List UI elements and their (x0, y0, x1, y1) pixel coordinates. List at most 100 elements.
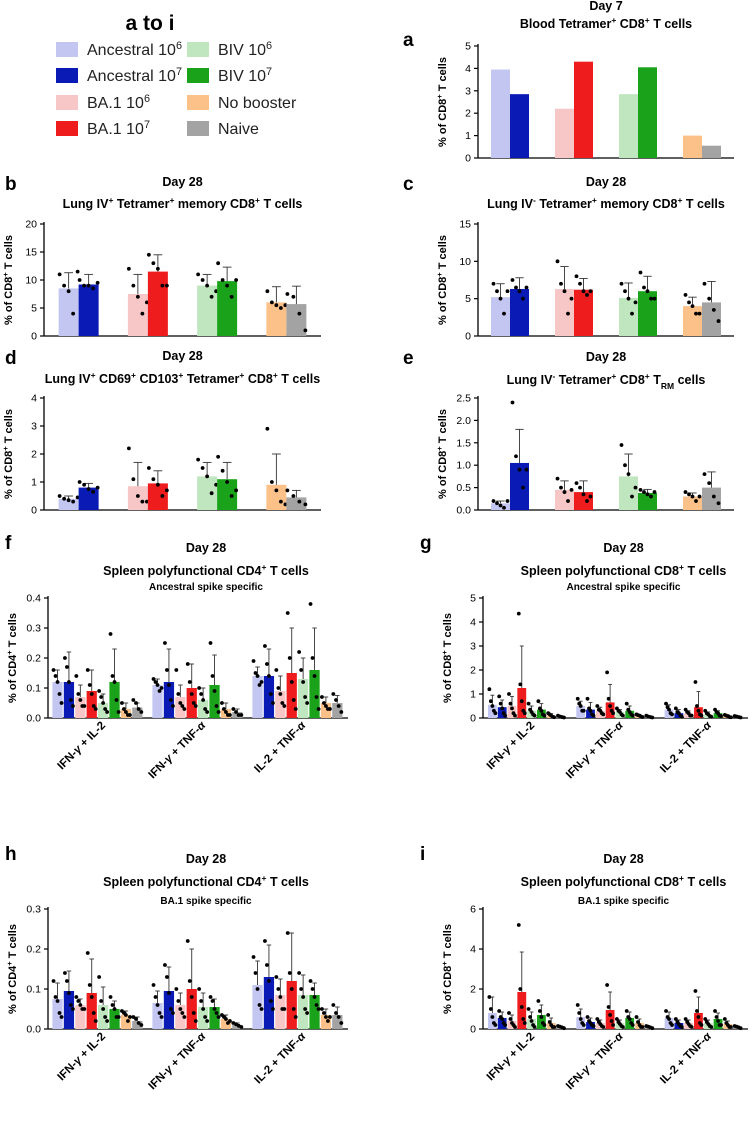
panel-title-day-f: Day 28 (186, 541, 226, 555)
bar-c-ba6 (555, 288, 574, 336)
data-point-h-anc7 (71, 1007, 75, 1011)
y-tick-label-g: 1 (470, 689, 476, 701)
data-point-h-anc6 (255, 987, 260, 991)
legend-label-anc6: Ancestral 106 (87, 40, 182, 59)
data-point-d-anc6 (57, 494, 62, 498)
data-point-g-biv7 (630, 713, 635, 718)
data-point-h-biv7 (308, 979, 313, 983)
data-point-f-biv6 (205, 710, 210, 714)
data-point-g-ba7 (611, 711, 616, 716)
data-point-g-ba7 (519, 699, 524, 704)
data-point-i-ba7 (605, 983, 610, 987)
data-point-h-biv6 (303, 1007, 308, 1011)
data-point-h-nob (228, 1019, 232, 1023)
bar-i-ba7 (694, 1013, 703, 1029)
data-point-f-biv6 (103, 707, 108, 711)
data-point-h-anc6 (251, 955, 256, 959)
y-tick-label-i: 0 (470, 1024, 476, 1036)
data-point-f-anc7 (169, 698, 173, 702)
data-point-b-ba6 (144, 300, 149, 305)
bar-f-anc6 (52, 682, 63, 718)
data-point-h-biv7 (312, 995, 317, 999)
data-point-d-ba7 (146, 466, 151, 470)
y-axis-label-h: % of CD4+ T cells (5, 924, 20, 1014)
data-point-h-biv6 (97, 975, 102, 979)
panel-title-day-d: Day 28 (162, 349, 202, 363)
data-point-g-anc7 (585, 696, 590, 701)
data-point-g-biv7 (624, 701, 629, 706)
panel-title-day-g: Day 28 (603, 541, 643, 555)
data-point-e-anc7 (521, 485, 525, 490)
data-point-f-ba6 (274, 668, 279, 672)
panel-b: b Day 28 Lung IV+ Tetramer+ memory CD8+ T … (1, 174, 321, 343)
data-point-i-biv7 (539, 1015, 544, 1019)
data-point-f-anc7 (263, 644, 267, 648)
data-point-h-biv6 (201, 1007, 206, 1011)
data-point-b-anc6 (62, 283, 67, 288)
panel-g: g Day 28 Spleen polyfunctional CD8+ T cell… (420, 533, 748, 781)
data-point-i-ba7 (521, 1017, 526, 1021)
data-point-b-anc6 (71, 311, 76, 316)
data-point-i-nob (636, 1020, 640, 1024)
data-point-f-nob (328, 707, 332, 711)
data-point-d-biv7 (225, 480, 230, 484)
data-point-f-naive (236, 713, 241, 717)
bar-h-nob (320, 1015, 332, 1029)
data-point-h-biv6 (101, 1007, 106, 1011)
data-point-h-ba6 (78, 1003, 83, 1007)
data-point-f-naive (339, 710, 344, 714)
data-point-g-anc6 (575, 696, 580, 701)
data-point-b-anc7 (95, 280, 100, 285)
data-point-f-ba7 (89, 692, 94, 696)
bar-h-biv7 (209, 1007, 220, 1029)
y-tick-label-e: 2.5 (456, 393, 471, 405)
bar-h-biv6 (298, 995, 309, 1029)
data-point-f-ba6 (182, 707, 187, 711)
data-point-f-nob (124, 710, 128, 714)
bar-f-anc7 (263, 676, 275, 718)
data-point-f-anc6 (157, 689, 162, 693)
panel-title-c: Lung IV- Tetramer+ memory CD8+ T cells (487, 195, 725, 211)
data-point-g-anc7 (673, 706, 678, 711)
data-point-f-ba6 (82, 704, 87, 708)
bar-a-anc6 (491, 69, 510, 158)
data-point-i-anc6 (577, 1011, 582, 1015)
data-point-i-biv7 (624, 1009, 629, 1013)
bar-f-anc6 (252, 676, 263, 718)
data-point-b-biv7 (216, 261, 221, 266)
data-point-f-naive (331, 692, 336, 696)
data-point-h-anc7 (267, 979, 271, 983)
data-point-i-ba7 (519, 1005, 524, 1009)
data-point-f-ba7 (193, 704, 198, 708)
legend-swatch-ba6 (56, 95, 78, 110)
bar-i-ba7 (605, 1010, 615, 1029)
data-point-g-biv6 (526, 701, 531, 706)
data-point-b-biv6 (209, 294, 214, 299)
data-point-i-anc7 (585, 1015, 590, 1019)
data-point-g-anc7 (500, 706, 505, 711)
data-point-h-ba7 (93, 1019, 98, 1023)
data-point-f-biv6 (203, 707, 208, 711)
data-point-h-biv6 (199, 999, 204, 1003)
data-point-f-biv7 (116, 710, 121, 714)
data-point-e-ba7 (585, 499, 589, 503)
data-point-i-anc6 (670, 1023, 674, 1027)
data-point-c-biv7 (645, 289, 650, 294)
bar-f-biv6 (198, 700, 209, 718)
panel-d: d Day 28 Lung IV+ CD69+ CD103+ Tetramer+ C… (1, 348, 321, 517)
legend-swatch-anc7 (56, 68, 78, 83)
data-point-h-naive (239, 1025, 244, 1029)
data-point-c-anc7 (517, 289, 522, 294)
data-point-g-anc7 (679, 714, 684, 719)
data-point-f-anc6 (55, 680, 60, 684)
data-point-e-biv6 (633, 485, 638, 490)
legend-label-ba6: BA.1 106 (87, 93, 150, 112)
y-tick-label-b: 10 (25, 275, 37, 287)
data-point-f-anc6 (259, 680, 264, 684)
data-point-f-biv6 (97, 689, 102, 693)
data-point-d-ba7 (164, 488, 169, 493)
data-point-h-ba7 (285, 931, 290, 935)
data-point-h-ba7 (289, 987, 294, 991)
data-point-f-anc7 (65, 665, 69, 669)
data-point-f-naive (134, 701, 138, 705)
